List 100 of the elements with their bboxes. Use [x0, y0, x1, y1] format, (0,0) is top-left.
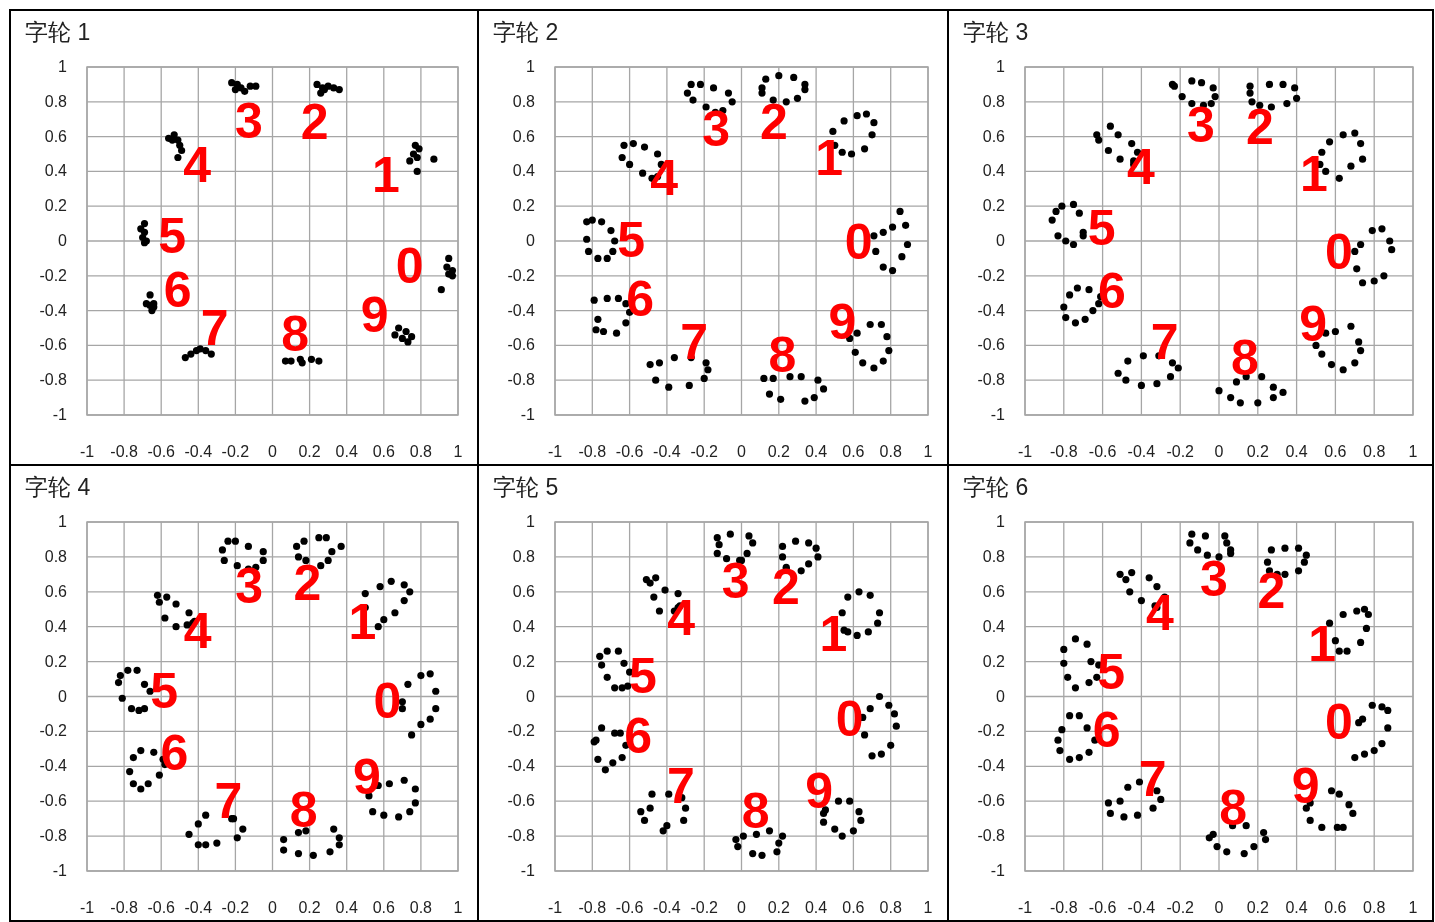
x-tick-label: 0.8	[1363, 899, 1386, 916]
y-tick-label: 0.6	[44, 582, 67, 600]
x-tick-label: 0	[268, 899, 277, 916]
x-tick-label: -0.2	[690, 899, 718, 916]
y-tick-label: -0.8	[39, 371, 67, 389]
series-label: 1	[372, 147, 400, 204]
y-tick-label: -0.6	[507, 792, 535, 810]
x-tick-label: 1	[923, 899, 933, 916]
y-tick-label: 0.8	[512, 547, 535, 565]
series-label: 4	[650, 150, 679, 207]
x-tick-label: -0.4	[653, 899, 681, 916]
x-tick-label: 0.6	[372, 899, 395, 916]
series-label: 0	[835, 691, 864, 748]
y-tick-label: 1	[996, 513, 1005, 530]
x-tick-label: -0.8	[1050, 899, 1078, 916]
x-tick-label: -0.6	[615, 899, 644, 916]
series-label: 8	[281, 306, 310, 363]
y-tick-label: -0.2	[977, 266, 1005, 284]
x-tick-label: -0.8	[578, 899, 607, 916]
x-tick-label: 0.4	[335, 443, 358, 460]
series-label: 4	[183, 137, 212, 194]
x-tick-label: 0.8	[879, 899, 902, 916]
x-tick-label: 1	[453, 443, 463, 460]
x-tick-label: -0.8	[1050, 443, 1078, 460]
series-label: 9	[828, 294, 857, 351]
series-label: 8	[1219, 779, 1248, 836]
series-label: 4	[667, 589, 696, 646]
x-tick-label: -0.6	[1088, 899, 1117, 916]
y-tick-label: 1	[996, 58, 1005, 75]
x-tick-label: -1	[1017, 899, 1033, 916]
y-tick-label: 0	[58, 687, 67, 705]
title: 字轮 5	[493, 474, 559, 500]
series-label: 3	[235, 558, 264, 615]
x-tick-label: -0.8	[578, 443, 607, 460]
y-tick-label: -0.2	[507, 266, 535, 284]
series-label: 6	[160, 724, 189, 781]
title: 字轮 2	[493, 19, 559, 45]
y-tick-label: 1	[58, 58, 67, 75]
x-tick-label: 1	[453, 899, 463, 916]
series-label: 3	[702, 101, 731, 158]
y-tick-label: 0.8	[512, 92, 535, 110]
x-tick-label: -1	[79, 443, 95, 460]
x-tick-label: -0.4	[653, 443, 681, 460]
series-label: 2	[772, 559, 800, 616]
y-tick-label: 0	[996, 232, 1005, 249]
series-label: 9	[1299, 296, 1328, 353]
series-label: 4	[183, 603, 212, 660]
y-tick-label: -0.2	[39, 722, 67, 740]
series-label: 5	[1087, 200, 1116, 257]
x-tick-label: 0.6	[1324, 443, 1347, 460]
x-tick-label: 0.4	[1285, 443, 1308, 460]
y-tick-label: 0.6	[982, 582, 1005, 600]
series-label: 7	[680, 314, 708, 371]
y-tick-label: 0	[58, 232, 67, 249]
title: 字轮 6	[963, 474, 1029, 500]
y-tick-label: 0.8	[44, 92, 67, 110]
series-label: 7	[1138, 750, 1167, 807]
y-tick-label: -0.4	[977, 757, 1005, 775]
y-tick-label: -1	[990, 862, 1005, 879]
y-tick-label: -0.6	[977, 336, 1005, 354]
series-label: 1	[815, 129, 844, 186]
series-label: 9	[1291, 758, 1320, 815]
x-tick-label: -0.2	[1166, 899, 1194, 916]
series-label: 2	[1245, 99, 1274, 156]
y-tick-label: 1	[58, 513, 67, 530]
x-tick-label: 0.2	[767, 443, 790, 460]
x-tick-label: -0.2	[1166, 443, 1194, 460]
y-tick-label: 0.4	[982, 617, 1005, 635]
series-label: 0	[373, 673, 402, 729]
title: 字轮 4	[25, 474, 91, 500]
x-tick-label: 0.6	[842, 443, 865, 460]
y-tick-label: 0.2	[982, 197, 1005, 215]
series-label: 3	[1186, 97, 1215, 154]
x-tick-label: 0.2	[767, 899, 790, 916]
x-tick-label: 0	[1214, 443, 1224, 460]
y-tick-label: -0.4	[507, 757, 535, 775]
y-tick-label: 0.6	[512, 582, 535, 600]
y-tick-label: 0.4	[44, 617, 67, 635]
y-tick-label: -0.4	[39, 757, 67, 775]
x-tick-label: 0.4	[804, 443, 828, 460]
x-tick-label: 0.8	[879, 443, 902, 460]
y-tick-label: 0	[526, 687, 535, 705]
series-label: 1	[1308, 615, 1336, 672]
series-label: 6	[1098, 262, 1126, 319]
x-tick-label: 1	[1408, 443, 1418, 460]
x-tick-label: -1	[547, 899, 563, 916]
x-tick-label: 0.6	[372, 443, 395, 460]
series-label: 9	[360, 286, 389, 343]
y-tick-label: 0.8	[44, 547, 67, 565]
x-tick-label: -0.2	[221, 899, 250, 916]
y-tick-label: 0	[526, 232, 535, 249]
series-label: 7	[1150, 313, 1179, 370]
x-tick-label: -0.2	[221, 443, 250, 460]
x-tick-label: 1	[923, 443, 933, 460]
y-tick-label: -0.2	[39, 266, 67, 284]
series-label: 3	[721, 552, 750, 609]
series-label: 5	[150, 663, 179, 720]
series-label: 2	[1257, 563, 1286, 620]
y-tick-label: -0.6	[39, 336, 67, 354]
y-tick-label: 0.8	[982, 92, 1005, 110]
